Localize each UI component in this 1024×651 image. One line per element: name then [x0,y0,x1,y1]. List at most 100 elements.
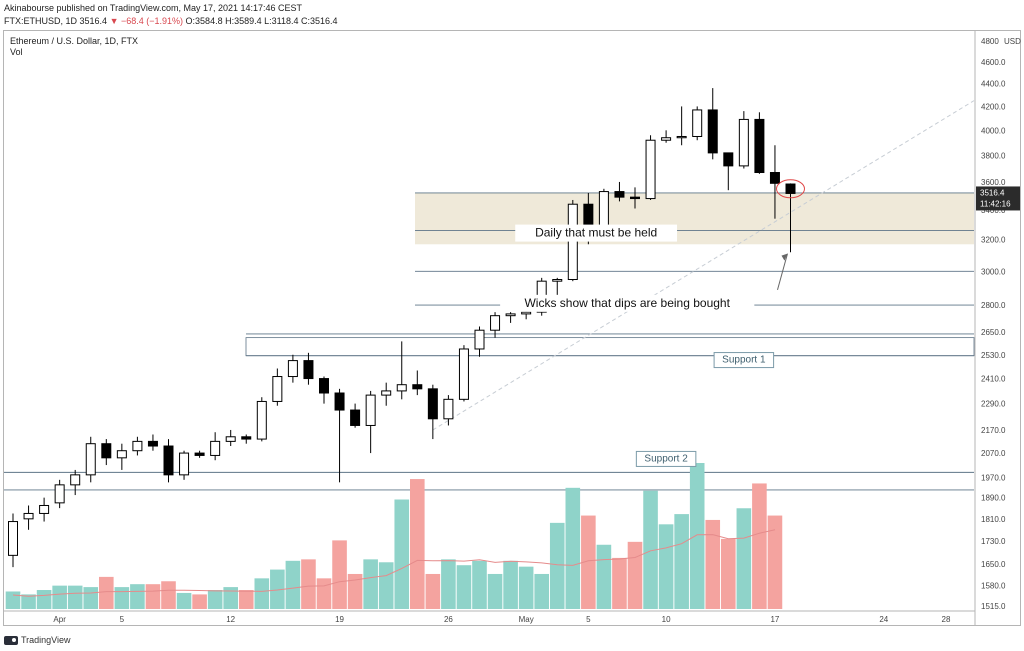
y-tick-label: 4800 [981,37,999,46]
y-tick-label: 4000.0 [981,126,1006,135]
candle-body[interactable] [396,384,407,392]
volume-bar [674,514,689,609]
candle-body[interactable] [614,191,625,198]
x-tick-label: Apr [53,615,66,624]
volume-bar [752,483,767,609]
y-tick-label: 4600.0 [981,58,1006,67]
candle-body[interactable] [661,137,672,141]
candle-body[interactable] [39,504,50,514]
volume-bar [767,515,783,609]
volume-bar [658,524,674,609]
current-price-tag [976,186,1020,211]
annotation-label[interactable]: Support 2 [644,453,688,464]
candle-body[interactable] [147,440,158,447]
volume-bar [192,594,207,609]
candle-body[interactable] [194,452,205,456]
candle-body[interactable] [303,360,314,380]
candle-body[interactable] [630,196,640,200]
volume-bar [627,541,643,609]
y-tick-label: 3000.0 [981,267,1006,276]
y-tick-label: 3800.0 [981,151,1006,160]
candle-body[interactable] [723,152,734,167]
candle-body[interactable] [645,139,656,200]
candle-body[interactable] [458,348,469,400]
support-zone[interactable] [245,337,975,357]
volume-bar [114,587,130,609]
tradingview-label: TradingView [21,635,71,645]
candle-body[interactable] [287,360,298,378]
annotation-label[interactable]: Support 1 [722,355,766,366]
candle-body[interactable] [552,279,563,282]
candle-body[interactable] [427,388,438,420]
candle-body[interactable] [23,512,34,520]
volume-bar [316,578,332,609]
candle-body[interactable] [785,183,796,194]
candle-body[interactable] [334,392,345,411]
ticker-prefix: FTX:ETHUSD, 1D [4,16,78,26]
candle-body[interactable] [272,376,283,402]
candle-body[interactable] [505,313,516,317]
candle-body[interactable] [163,445,174,476]
trend-line[interactable] [432,100,975,431]
chart-frame[interactable] [3,30,1021,626]
support-zone[interactable] [415,192,974,245]
candle-body[interactable] [598,191,609,230]
x-tick-label: 10 [662,615,671,624]
candle-body[interactable] [381,390,392,396]
candle-body[interactable] [85,443,96,476]
candle-body[interactable] [769,172,780,184]
x-tick-label: 26 [444,615,453,624]
candle-body[interactable] [521,311,532,315]
candlestick-chart[interactable]: Daily that must be held Wicks show that d… [0,0,1024,630]
volume-bar [518,566,534,609]
candle-body[interactable] [443,398,454,420]
candle-body[interactable] [8,521,18,556]
candle-body[interactable] [54,484,65,504]
volume-bar [472,560,487,609]
volume-bar [456,565,472,609]
candle-body[interactable] [132,440,143,452]
candle-body[interactable] [365,394,376,426]
candle-body[interactable] [241,436,252,440]
tradingview-icon [4,635,18,645]
y-tick-label: 2410.0 [981,375,1006,384]
candle-body[interactable] [70,474,81,486]
annotation-label[interactable]: Wicks show that dips are being bought [524,296,730,310]
volume-bar [612,557,627,609]
volume-bar [223,587,238,609]
candle-body[interactable] [754,118,765,174]
candle-body[interactable] [474,329,485,350]
tradingview-logo[interactable]: TradingView [4,635,71,645]
candle-body[interactable] [225,436,236,442]
candle-body[interactable] [738,118,749,167]
candle-body[interactable] [692,109,703,137]
annotation-box [515,224,678,242]
candle-body[interactable] [412,384,423,390]
volume-bar [301,559,316,609]
candle-body[interactable] [490,315,501,331]
candle-body[interactable] [116,450,127,459]
y-tick-label: 1515.0 [981,602,1006,611]
volume-bar [21,594,36,609]
annotation-label[interactable]: Daily that must be held [535,226,657,240]
candle-body[interactable] [350,409,361,426]
volume-bar [176,592,192,609]
volume-label: Vol [10,47,23,57]
candle-body[interactable] [101,443,112,459]
candle-body[interactable] [707,109,718,154]
annotation-box [635,450,697,467]
candle-body[interactable] [256,400,267,440]
volume-bar [5,591,21,609]
candle-body[interactable] [179,452,190,476]
y-tick-label: 2290.0 [981,400,1006,409]
candle-body[interactable] [319,378,329,394]
volume-bar [410,479,425,609]
volume-bar [99,576,114,609]
candle-body[interactable] [676,135,687,139]
volume-bar [425,573,441,609]
annotation-arrowhead [781,253,788,261]
candle-body[interactable] [567,203,578,281]
volume-bar [705,519,721,609]
candle-body[interactable] [210,440,221,456]
y-tick-label: 2530.0 [981,351,1006,360]
